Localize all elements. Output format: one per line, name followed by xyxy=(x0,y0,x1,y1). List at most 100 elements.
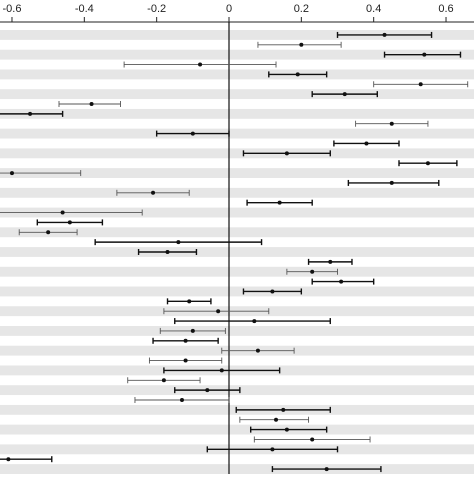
estimate-row xyxy=(174,387,241,394)
point-estimate xyxy=(299,42,304,47)
estimate-row xyxy=(246,199,313,206)
x-tick-label: 0.6 xyxy=(438,3,453,15)
estimate-row xyxy=(271,466,382,473)
point-estimate xyxy=(382,32,387,37)
point-estimate xyxy=(219,368,224,373)
estimate-row xyxy=(148,357,223,364)
point-estimate xyxy=(295,72,300,77)
point-estimate xyxy=(324,467,329,472)
row-stripe xyxy=(0,30,474,40)
point-estimate xyxy=(9,171,14,176)
estimate-row xyxy=(383,51,462,58)
estimate-row xyxy=(311,278,375,285)
row-stripe xyxy=(0,49,474,60)
point-estimate xyxy=(328,259,333,264)
point-estimate xyxy=(342,92,347,97)
point-estimate xyxy=(389,180,394,185)
row-stripe xyxy=(0,424,474,435)
row-stripe xyxy=(0,128,474,139)
point-estimate xyxy=(187,299,192,304)
point-estimate xyxy=(205,388,210,393)
estimate-row xyxy=(311,91,378,98)
row-stripe xyxy=(0,108,474,119)
estimate-row xyxy=(239,416,310,423)
point-estimate xyxy=(364,141,369,146)
point-estimate xyxy=(389,121,394,126)
row-stripe xyxy=(0,266,474,277)
row-stripe xyxy=(0,247,474,257)
estimate-row xyxy=(373,81,469,88)
estimate-row xyxy=(336,31,433,38)
row-stripe xyxy=(0,89,474,100)
estimate-row xyxy=(174,318,331,325)
point-estimate xyxy=(255,348,260,353)
row-stripe xyxy=(0,227,474,238)
estimate-row xyxy=(347,179,440,186)
x-axis: -0.6 -0.4 -0.2 0 0.2 0.4 0.6 xyxy=(0,3,474,23)
point-estimate xyxy=(252,319,257,324)
x-tick-label: -0.4 xyxy=(75,3,94,15)
point-estimate xyxy=(270,447,275,452)
point-estimate xyxy=(284,151,289,156)
row-stripe xyxy=(0,168,474,178)
estimate-row xyxy=(18,229,78,236)
estimate-row xyxy=(0,456,53,463)
point-estimate xyxy=(176,240,181,245)
estimate-row xyxy=(123,61,277,68)
row-stripe xyxy=(0,464,474,474)
point-estimate xyxy=(198,62,203,67)
point-estimate xyxy=(46,230,51,235)
point-estimate xyxy=(274,417,279,422)
point-estimate xyxy=(28,111,33,116)
estimate-row xyxy=(155,130,230,137)
point-estimate xyxy=(270,289,275,294)
point-estimate xyxy=(425,161,430,166)
row-stripe xyxy=(0,148,474,159)
estimate-row xyxy=(286,268,338,275)
estimate-row xyxy=(0,110,64,117)
point-estimate xyxy=(6,457,11,462)
point-estimate xyxy=(67,220,72,225)
estimate-row xyxy=(206,446,339,453)
point-estimate xyxy=(183,338,188,343)
row-stripe xyxy=(0,207,474,218)
point-estimate xyxy=(418,82,423,87)
x-tick-label: 0.2 xyxy=(294,3,309,15)
point-estimate xyxy=(161,378,166,383)
estimate-row xyxy=(355,120,429,127)
point-estimate xyxy=(422,52,427,57)
point-estimate xyxy=(183,358,188,363)
x-tick-label: -0.6 xyxy=(2,3,21,15)
estimate-row xyxy=(221,347,295,354)
estimate-row xyxy=(398,160,458,167)
point-estimate xyxy=(310,437,315,442)
point-estimate xyxy=(339,279,344,284)
point-estimate xyxy=(190,131,195,136)
point-estimate xyxy=(281,407,286,412)
estimate-row xyxy=(36,219,104,226)
estimate-row xyxy=(152,337,219,344)
point-estimate xyxy=(284,427,289,432)
estimate-row xyxy=(159,327,226,334)
estimate-row xyxy=(333,140,400,147)
estimate-row xyxy=(94,239,263,246)
x-tick-label: 0 xyxy=(226,3,232,15)
row-stripe xyxy=(0,326,474,336)
row-stripe xyxy=(0,286,474,297)
estimate-row xyxy=(268,71,328,78)
point-estimate xyxy=(165,250,170,254)
point-estimate xyxy=(277,200,282,205)
estimate-row xyxy=(250,426,328,433)
row-stripe xyxy=(0,69,474,80)
estimate-row xyxy=(127,377,201,384)
estimate-row xyxy=(0,170,82,177)
estimate-row xyxy=(242,288,303,295)
point-estimate xyxy=(310,269,315,274)
point-estimate xyxy=(60,210,65,215)
x-tick-label: -0.2 xyxy=(147,3,166,15)
estimate-row xyxy=(137,249,198,255)
estimate-row xyxy=(235,406,331,413)
row-stripes xyxy=(0,30,474,474)
